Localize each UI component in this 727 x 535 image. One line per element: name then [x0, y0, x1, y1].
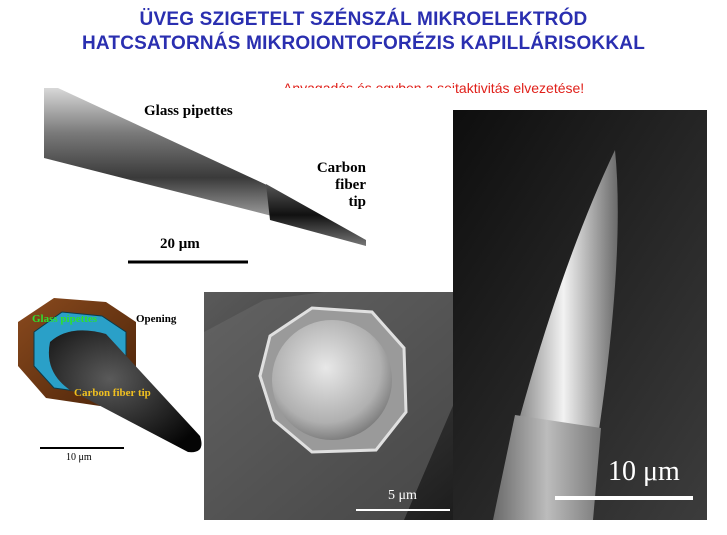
diagram-label-opening: Opening — [136, 313, 177, 325]
carbon-fiber-end — [272, 320, 392, 440]
cross-section-image — [204, 292, 476, 520]
title-line-1: ÜVEG SZIGETELT SZÉNSZÁL MIKROELEKTRÓD — [139, 9, 588, 30]
schematic-image — [18, 298, 202, 453]
cross-section-micrograph: 5 μm — [204, 292, 476, 520]
tip-micrograph: 10 μm — [453, 110, 707, 520]
scale-label-20um: 20 μm — [160, 236, 200, 252]
diagram-label-carbon: Carbon fiber tip — [74, 387, 151, 399]
label-carbon-line3: tip — [348, 194, 366, 210]
carbon-tip-shape — [266, 184, 366, 246]
scale-label-10um-tip: 10 μm — [608, 456, 680, 487]
title-line-2: HATCSATORNÁS MIKROIONTOFORÉZIS KAPILLÁRI… — [81, 33, 645, 54]
diagram-scale-label: 10 μm — [66, 452, 92, 463]
pipette-micrograph: Glass pipettes Carbon fiber tip 20 μm — [44, 88, 456, 282]
slide-title: ÜVEG SZIGETELT SZÉNSZÁL MIKROELEKTRÓD HA… — [0, 8, 727, 56]
glass-sheath — [493, 415, 601, 520]
label-carbon-line1: Carbon — [316, 160, 366, 176]
schematic-diagram: Glass pipettes Opening Carbon fiber tip … — [10, 286, 210, 470]
glass-pipette-shape — [44, 88, 272, 216]
carbon-fiber-cone — [519, 150, 618, 430]
pipette-image — [44, 88, 366, 264]
diagram-label-glass: Glass pipettes — [32, 313, 98, 325]
scale-label-5um: 5 μm — [388, 488, 417, 503]
label-glass-pipettes: Glass pipettes — [144, 103, 233, 119]
label-carbon-line2: fiber — [335, 177, 366, 193]
carbon-tip-body — [48, 330, 202, 453]
label-carbon-fiber-tip: Carbon fiber tip — [306, 160, 366, 211]
tip-image — [453, 110, 707, 520]
